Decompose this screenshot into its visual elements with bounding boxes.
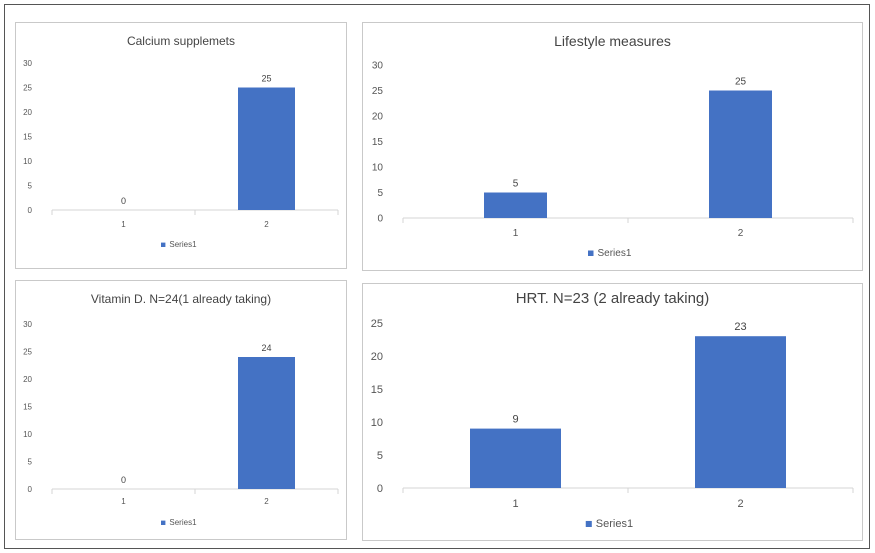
x-tick-label: 1 (121, 497, 126, 506)
y-tick-label: 10 (23, 157, 32, 166)
y-tick-label: 25 (372, 86, 384, 97)
x-tick-label: 1 (121, 220, 126, 229)
data-label: 5 (513, 179, 519, 190)
data-label: 0 (121, 475, 126, 485)
chart-vitamin-d: Vitamin D. N=24(1 already taking)0510152… (23, 292, 339, 527)
data-label: 24 (261, 343, 271, 353)
y-tick-label: 5 (28, 457, 33, 466)
y-tick-label: 15 (23, 132, 32, 141)
y-tick-label: 5 (377, 450, 383, 462)
y-tick-label: 0 (377, 214, 383, 225)
y-tick-label: 25 (371, 318, 383, 330)
y-tick-label: 30 (23, 59, 32, 68)
y-tick-label: 10 (372, 163, 384, 174)
data-label: 25 (261, 74, 271, 84)
y-tick-label: 30 (372, 61, 384, 72)
chart-panel-lifestyle: Lifestyle measures 0 5 10 15 20 25 30 5 1 25 2 Serie… (362, 22, 863, 271)
data-label: 9 (512, 414, 518, 426)
chart-panel-vitamin-d: Vitamin D. N=24(1 already taking) 0 5 10 15 2… (15, 280, 347, 540)
chart-lifestyle: Lifestyle measures 0 5 10 15 20 25 30 5 1 25 2 Serie… (372, 33, 854, 259)
x-tick-label: 2 (737, 498, 743, 510)
x-tick-label: 1 (513, 228, 519, 239)
chart-hrt: HRT. N=23 (2 already taking) 0 5 10 15 20 25 9 1… (371, 290, 854, 530)
legend-label: Series1 (169, 240, 197, 249)
x-tick-label: 2 (264, 497, 269, 506)
y-tick-label: 15 (23, 402, 32, 411)
y-tick-label: 20 (23, 108, 32, 117)
y-tick-label: 5 (377, 188, 383, 199)
legend-label: Series1 (598, 248, 632, 259)
y-tick-label: 10 (371, 417, 383, 429)
chart-title: HRT. N=23 (2 already taking) (516, 290, 710, 307)
bar (695, 336, 786, 488)
chart-panel-calcium: Calcium supplemets 0 5 10 15 20 25 30 0 1 25 2 Serie… (15, 22, 347, 269)
legend-swatch (588, 250, 594, 256)
bar (238, 357, 295, 489)
y-tick-label: 0 (28, 206, 33, 215)
bar (470, 428, 561, 488)
y-tick-label: 25 (23, 347, 32, 356)
data-label: 23 (734, 321, 746, 333)
legend-swatch (161, 242, 166, 247)
bar (484, 192, 547, 218)
bar (238, 87, 295, 210)
y-tick-label: 25 (23, 83, 32, 92)
chart-panel-hrt: HRT. N=23 (2 already taking) 0 5 10 15 20 25 9 1… (362, 283, 863, 541)
chart-title: Vitamin D. N=24(1 already taking) (91, 292, 271, 306)
y-tick-label: 20 (371, 351, 383, 363)
x-tick-label: 1 (512, 498, 518, 510)
chart-title: Calcium supplemets (127, 34, 235, 48)
chart-title: Lifestyle measures (554, 33, 671, 49)
legend-label: Series1 (169, 518, 197, 527)
y-tick-label: 30 (23, 320, 32, 329)
chart-calcium: Calcium supplemets 0 5 10 15 20 25 30 0 1 25 2 Serie… (23, 34, 339, 249)
legend-swatch (585, 520, 592, 527)
y-tick-label: 0 (28, 485, 33, 494)
legend-label: Series1 (596, 518, 633, 530)
legend-swatch (161, 520, 166, 525)
y-tick-label: 5 (28, 181, 33, 190)
data-label: 25 (735, 77, 747, 88)
y-tick-label: 10 (23, 430, 32, 439)
x-tick-label: 2 (738, 228, 744, 239)
y-tick-label: 0 (377, 483, 383, 495)
data-label: 0 (121, 196, 126, 206)
y-tick-label: 20 (372, 112, 384, 123)
bar (709, 90, 772, 218)
y-tick-label: 15 (371, 384, 383, 396)
y-tick-label: 20 (23, 375, 32, 384)
y-tick-label: 15 (372, 137, 384, 148)
x-tick-label: 2 (264, 220, 269, 229)
